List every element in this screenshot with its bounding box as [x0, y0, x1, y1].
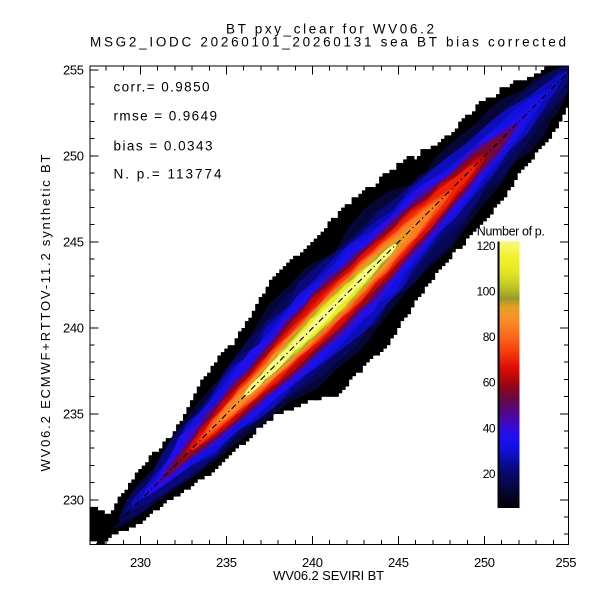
svg-text:250: 250 — [474, 555, 495, 570]
svg-text:rmse = 0.9649: rmse = 0.9649 — [114, 109, 218, 124]
svg-text:255: 255 — [63, 62, 84, 77]
svg-text:120: 120 — [477, 239, 496, 253]
svg-text:245: 245 — [63, 234, 84, 249]
svg-text:40: 40 — [483, 421, 496, 435]
svg-text:235: 235 — [216, 555, 237, 570]
svg-text:WV06.2 ECMWF+RTTOV-11.2 synthe: WV06.2 ECMWF+RTTOV-11.2 synthetic BT — [38, 154, 53, 471]
svg-text:240: 240 — [302, 555, 323, 570]
svg-text:245: 245 — [388, 555, 409, 570]
svg-text:bias = 0.0343: bias = 0.0343 — [114, 139, 213, 154]
svg-text:235: 235 — [63, 406, 84, 421]
svg-text:WV06.2 SEVIRI BT: WV06.2 SEVIRI BT — [273, 568, 384, 583]
svg-text:255: 255 — [556, 555, 577, 570]
svg-text:230: 230 — [130, 555, 151, 570]
svg-text:N. p.= 113774: N. p.= 113774 — [114, 167, 222, 182]
svg-text:corr.= 0.9850: corr.= 0.9850 — [114, 80, 210, 95]
svg-text:100: 100 — [477, 285, 496, 299]
svg-text:240: 240 — [63, 320, 84, 335]
svg-text:BT pxy_clear for WV06.2: BT pxy_clear for WV06.2 — [226, 22, 434, 37]
svg-text:20: 20 — [483, 467, 496, 481]
svg-text:MSG2_IODC 20260101_20260131 se: MSG2_IODC 20260101_20260131 sea BT bias … — [90, 35, 566, 50]
svg-text:Number of p.: Number of p. — [477, 225, 545, 239]
svg-text:80: 80 — [483, 330, 496, 344]
svg-text:250: 250 — [63, 148, 84, 163]
svg-text:230: 230 — [63, 492, 84, 507]
svg-text:60: 60 — [483, 376, 496, 390]
